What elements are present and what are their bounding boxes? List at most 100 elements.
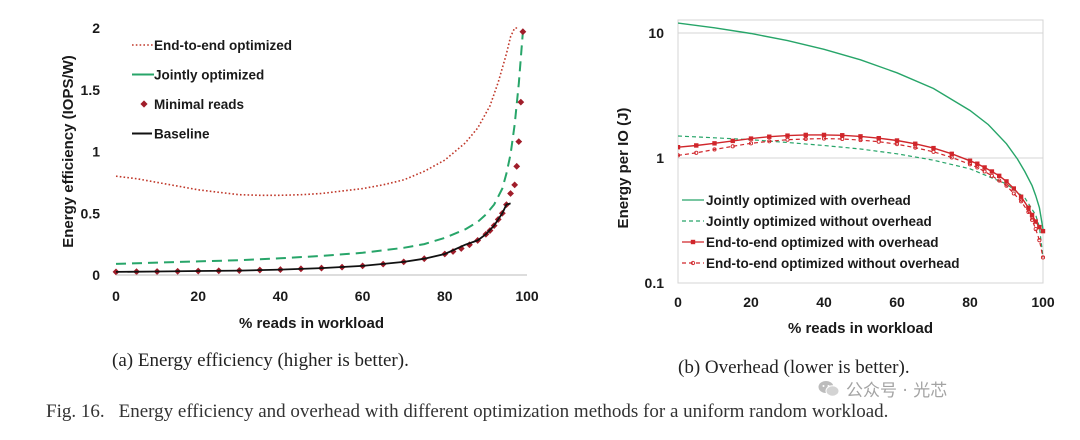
y-tick-label: 10 [648, 25, 664, 41]
y-tick-label: 1.5 [81, 82, 101, 98]
data-point [894, 142, 900, 147]
data-point [112, 268, 120, 276]
data-point [982, 169, 987, 174]
legend-item: End-to-end optimized [132, 38, 292, 53]
data-point [858, 138, 863, 143]
series-end-to-end-optimized-with-overhead [678, 132, 1046, 234]
data-point [1011, 191, 1016, 196]
data-point [876, 139, 881, 144]
data-point [821, 136, 827, 141]
data-point [712, 141, 717, 146]
x-tick-label: 40 [816, 294, 832, 310]
y-tick-label: 1 [656, 150, 664, 166]
data-point [858, 134, 863, 139]
y-tick-label: 1 [92, 144, 100, 160]
data-point [1004, 179, 1009, 184]
legend-label: End-to-end optimized [154, 38, 292, 53]
legend-swatch [140, 100, 148, 108]
data-point [982, 165, 987, 170]
wechat-icon [818, 380, 840, 403]
data-point [748, 136, 754, 141]
data-point [931, 149, 936, 154]
data-point [785, 133, 790, 138]
figure-caption-text: Energy efficiency and overhead with diff… [118, 401, 889, 422]
data-point [1040, 255, 1046, 260]
data-point [730, 144, 735, 149]
data-point [1026, 209, 1031, 215]
data-point [767, 139, 772, 144]
jointly-optimized-with-overhead-line [678, 22, 1044, 230]
series-jointly-optimized-with-overhead [678, 22, 1044, 230]
figure-label: Fig. 16. [46, 401, 105, 422]
end-to-end-optimized-without-overhead-line [678, 137, 1044, 258]
data-point [840, 133, 845, 138]
series-baseline [115, 202, 511, 273]
y-tick-label: 0 [92, 267, 100, 283]
jointly-optimized-without-overhead-line [678, 135, 1044, 258]
legend-item: Baseline [132, 127, 210, 142]
data-point [821, 132, 827, 138]
y-axis-label: Energy efficiency (IOPS/W) [60, 55, 77, 248]
legend-item: End-to-end optimized with overhead [682, 235, 939, 250]
data-point [767, 134, 772, 139]
series-jointly-optimized-without-overhead [678, 135, 1044, 258]
legend-label: Jointly optimized with overhead [706, 193, 911, 208]
x-tick-label: 0 [112, 288, 120, 304]
data-point [1018, 194, 1024, 199]
data-point [694, 150, 699, 155]
data-point [975, 165, 980, 170]
data-point [913, 145, 918, 150]
data-point [785, 137, 790, 142]
baseline-line [115, 202, 511, 273]
x-tick-label: 60 [889, 294, 905, 310]
y-tick-label: 2 [92, 20, 100, 36]
data-point [712, 147, 717, 152]
data-point [515, 138, 523, 146]
subfigure-caption-b: (b) Overhead (lower is better). [678, 357, 910, 378]
legend-marker [690, 260, 696, 266]
data-point [694, 143, 699, 148]
x-tick-label: 40 [273, 288, 289, 304]
data-point [931, 145, 936, 151]
watermark: 公众号 · 光芯 [818, 376, 947, 403]
data-point [678, 145, 681, 150]
data-point [1033, 227, 1038, 232]
data-point [989, 169, 995, 174]
data-point [1037, 224, 1042, 230]
legend-item: Jointly optimized with overhead [682, 193, 911, 208]
x-tick-label: 20 [190, 288, 206, 304]
data-point [803, 132, 808, 138]
plot-area [678, 22, 1046, 260]
data-point [1026, 205, 1031, 210]
legend-item: Jointly optimized without overhead [682, 214, 932, 229]
x-tick-label: 100 [1031, 294, 1055, 310]
legend: End-to-end optimized Jointly optimized Min… [132, 38, 292, 142]
x-tick-label: 80 [962, 294, 978, 310]
series-minimal-reads [112, 28, 527, 276]
data-point [967, 162, 973, 167]
series-end-to-end-optimized-without-overhead [678, 136, 1046, 260]
data-point [997, 173, 1002, 179]
x-tick-label: 100 [515, 288, 539, 304]
plot-area [112, 27, 527, 276]
data-point [975, 161, 980, 166]
energy-per-io-chart: 0 20 40 60 80 100 0.1 1 10 % reads in workload Ene… [615, 19, 1055, 337]
legend-label: Baseline [154, 127, 210, 142]
x-tick-label: 80 [437, 288, 453, 304]
legend-item: End-to-end optimized without overhead [682, 256, 960, 271]
data-point [511, 181, 519, 189]
energy-efficiency-chart: 0 20 40 60 80 100 0 0.5 1 1.5 2 % reads in workload… [60, 20, 539, 332]
legend-label: End-to-end optimized with overhead [706, 235, 939, 250]
y-tick-label: 0.5 [81, 205, 101, 221]
data-point [519, 28, 527, 36]
legend: Jointly optimized with overhead Jointly o… [682, 193, 960, 271]
data-point [507, 190, 514, 197]
legend-item: Minimal reads [140, 97, 244, 112]
data-point [949, 155, 954, 160]
data-point [1040, 228, 1046, 234]
data-point [967, 158, 973, 163]
y-axis-label: Energy per IO (J) [615, 108, 632, 229]
data-point [840, 136, 845, 142]
data-point [730, 138, 735, 144]
legend-item: Jointly optimized [132, 68, 264, 83]
